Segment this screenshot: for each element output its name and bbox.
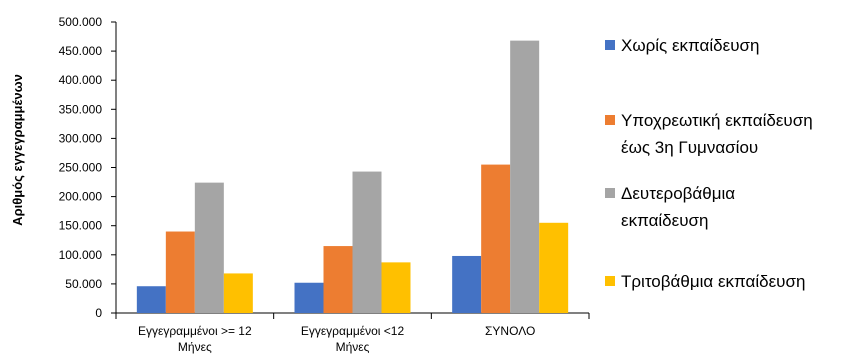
y-tick-label: 350.000 (59, 102, 103, 116)
bar (165, 231, 195, 313)
bar (352, 171, 382, 313)
bar (381, 262, 411, 313)
legend-swatch (605, 188, 615, 198)
bar (223, 273, 253, 313)
bar (539, 222, 569, 313)
bar (194, 182, 224, 313)
y-tick-label: 0 (95, 306, 102, 320)
bar (452, 255, 482, 313)
y-tick-label: 150.000 (59, 219, 103, 233)
bar (323, 246, 353, 313)
legend-swatch (605, 40, 615, 50)
axes: 0 50.000 100.000 150.000 200.000 250.000 300.0… (59, 15, 590, 354)
y-tick-label: 500.000 (59, 15, 103, 29)
x-category-label: Μήνες (336, 340, 370, 354)
legend-swatch (605, 115, 615, 125)
legend-swatch (605, 276, 615, 286)
legend: Χωρίς εκπαίδευση Υποχρεωτική εκπαίδευση έω… (605, 36, 813, 291)
legend-label: Χωρίς εκπαίδευση (621, 36, 759, 55)
y-tick-label: 300.000 (59, 131, 103, 145)
bars (136, 40, 569, 314)
y-axis-title: Αριθμός εγγεγραμμένων (10, 74, 25, 226)
bar (136, 286, 166, 313)
legend-label: Υποχρεωτική εκπαίδευση (621, 111, 813, 130)
x-category-label: Εγγεγραμμένοι <12 (301, 324, 405, 338)
legend-label: Δευτεροβάθμια (621, 184, 735, 203)
y-tick-label: 400.000 (59, 73, 103, 87)
x-category-label: Εγγεγραμμένοι >= 12 (138, 324, 252, 338)
bar (510, 40, 540, 314)
y-tick-label: 250.000 (59, 161, 103, 175)
y-tick-label: 50.000 (65, 277, 102, 291)
bar (294, 282, 324, 313)
bar (481, 164, 511, 313)
y-tick-label: 200.000 (59, 190, 103, 204)
legend-label: έως 3η Γυμνασίου (621, 138, 758, 157)
x-category-label: ΣΥΝΟΛΟ (485, 324, 535, 338)
legend-label: Τριτοβάθμια εκπαίδευση (621, 272, 805, 291)
legend-label: εκπαίδευση (621, 211, 708, 230)
y-tick-label: 450.000 (59, 44, 103, 58)
y-axis-title-group: Αριθμός εγγεγραμμένων (10, 74, 25, 226)
x-category-label: Μήνες (178, 340, 212, 354)
y-tick-label: 100.000 (59, 248, 103, 262)
